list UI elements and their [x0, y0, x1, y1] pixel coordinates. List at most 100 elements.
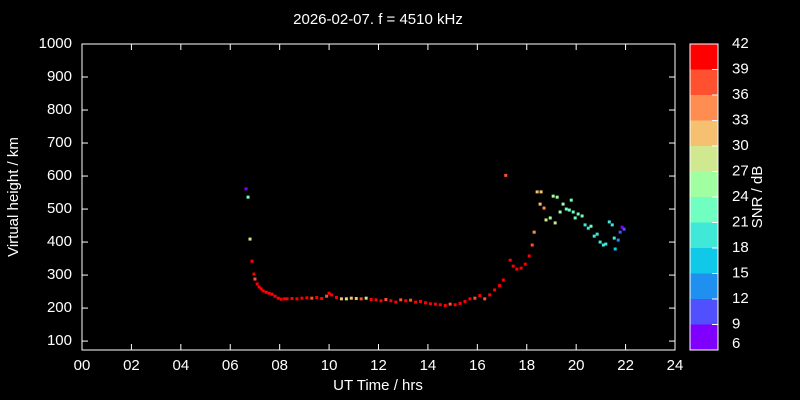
data-point: [320, 297, 324, 301]
colorbar-tick-label: 33: [732, 111, 749, 128]
data-point: [564, 207, 568, 211]
data-point: [448, 302, 452, 306]
y-tick-label: 100: [47, 332, 72, 349]
colorbar-band: [690, 44, 718, 70]
colorbar-band: [690, 197, 718, 223]
data-point: [573, 216, 577, 220]
data-point: [589, 224, 593, 228]
data-point: [583, 223, 587, 227]
data-point: [246, 195, 250, 199]
data-point: [349, 296, 353, 300]
data-point: [571, 210, 575, 214]
colorbar-tick-label: 27: [732, 162, 749, 179]
data-point: [493, 288, 497, 292]
data-point: [595, 232, 599, 236]
data-point: [300, 296, 304, 300]
data-point: [555, 195, 559, 199]
colorbar-tick-label: 9: [732, 315, 740, 332]
data-point: [463, 299, 467, 303]
x-tick-label: 06: [222, 357, 239, 374]
colorbar-band: [690, 95, 718, 121]
y-axis-label: Virtual height / km: [5, 137, 22, 257]
data-point: [535, 190, 539, 194]
plot-frame: [81, 43, 676, 351]
data-point: [544, 218, 548, 222]
data-point: [433, 302, 437, 306]
data-point: [598, 240, 602, 244]
data-point: [259, 287, 263, 291]
data-point: [558, 210, 562, 214]
colorbar-band: [690, 69, 718, 95]
colorbar-band: [690, 146, 718, 172]
colorbar-band: [690, 171, 718, 197]
y-tick-label: 800: [47, 101, 72, 118]
data-point: [344, 297, 348, 301]
data-point: [255, 282, 259, 286]
data-point: [618, 230, 622, 234]
colorbar-tick-label: 36: [732, 86, 749, 103]
data-point: [548, 216, 552, 220]
data-point: [613, 247, 617, 251]
data-point: [592, 234, 596, 238]
data-point: [607, 220, 611, 224]
colorbar-tick-label: 30: [732, 137, 749, 154]
x-tick-label: 18: [518, 357, 535, 374]
data-point: [270, 292, 274, 296]
data-point: [515, 267, 519, 271]
data-point: [610, 223, 614, 227]
data-point: [622, 227, 626, 231]
data-point: [519, 266, 523, 270]
data-point: [244, 187, 248, 191]
data-point: [488, 293, 492, 297]
y-tick-label: 600: [47, 167, 72, 184]
data-point: [257, 285, 261, 289]
data-point: [283, 297, 287, 301]
data-point: [527, 254, 531, 258]
data-point: [567, 208, 571, 212]
data-point: [267, 291, 271, 295]
data-point: [273, 294, 277, 298]
data-point: [394, 300, 398, 304]
data-point: [532, 230, 536, 234]
data-point: [458, 301, 462, 305]
data-point: [530, 243, 534, 247]
data-point: [539, 190, 543, 194]
data-point: [620, 225, 624, 229]
x-tick-label: 22: [617, 357, 634, 374]
y-tick-label: 1000: [39, 35, 72, 52]
colorbar-band: [690, 120, 718, 146]
data-point: [604, 242, 608, 246]
data-point: [453, 303, 457, 307]
x-tick-label: 04: [172, 357, 189, 374]
data-point: [305, 296, 309, 300]
y-tick-label: 900: [47, 68, 72, 85]
data-point: [414, 300, 418, 304]
data-point: [327, 291, 331, 295]
colorbar-tick-label: 24: [732, 188, 749, 205]
data-point: [354, 297, 358, 301]
data-point: [379, 299, 383, 303]
data-point: [404, 299, 408, 303]
data-point: [276, 296, 280, 300]
data-point: [389, 299, 393, 303]
data-point: [364, 296, 368, 300]
data-point: [542, 206, 546, 210]
data-point: [443, 303, 447, 307]
data-point: [483, 297, 487, 301]
x-tick-label: 20: [568, 357, 585, 374]
data-point: [616, 238, 620, 242]
data-point: [325, 294, 329, 298]
data-point: [310, 296, 314, 300]
data-point: [612, 236, 616, 240]
colorbar-tick-label: 18: [732, 239, 749, 256]
data-point: [285, 297, 289, 301]
x-axis-label: UT Time / hrs: [333, 377, 423, 394]
colorbar-band: [690, 299, 718, 325]
data-point: [538, 202, 542, 206]
data-point: [374, 298, 378, 302]
colorbar-tick-label: 15: [732, 264, 749, 281]
data-point: [561, 202, 565, 206]
data-point: [264, 290, 268, 294]
data-point: [523, 262, 527, 266]
data-point: [553, 221, 557, 225]
